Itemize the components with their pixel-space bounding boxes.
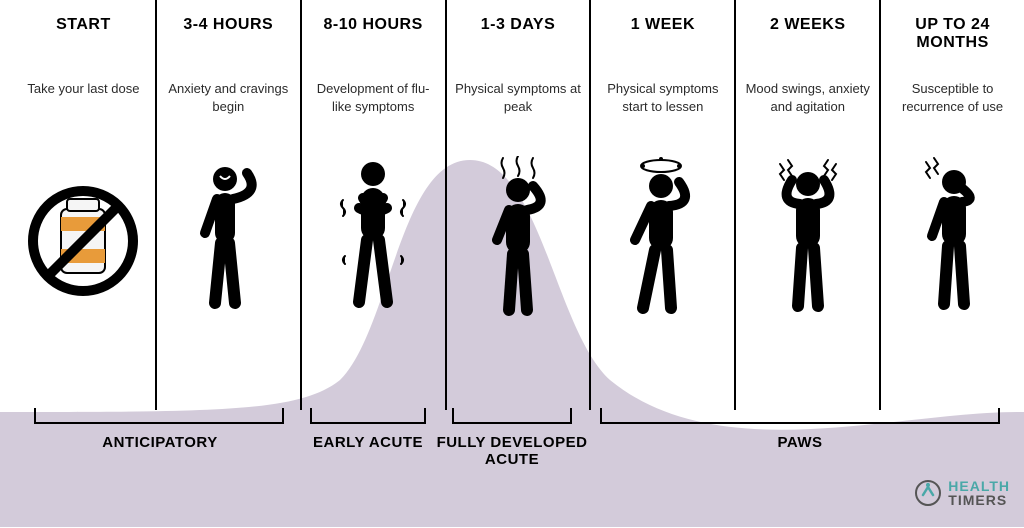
col-desc: Mood swings, anxiety and agitation	[744, 80, 871, 136]
col-desc: Anxiety and cravings begin	[165, 80, 292, 136]
col-start: START Take your last dose	[0, 0, 155, 410]
timeline-columns: START Take your last dose 3-4 HOURS Anxi…	[0, 0, 1024, 410]
bracket-early-acute	[310, 408, 426, 424]
shoulder-pain-person-icon	[908, 156, 998, 326]
col-title: 1 WEEK	[631, 16, 695, 58]
col-2-weeks: 2 WEEKS Mood swings, anxiety and agitati…	[734, 0, 879, 410]
col-desc: Susceptible to recurrence of use	[889, 80, 1016, 136]
logo-icon	[914, 479, 942, 507]
phase-label: PAWS	[730, 434, 870, 451]
fever-person-icon	[473, 156, 563, 326]
chills-person-icon	[323, 156, 423, 326]
phase-brackets: ANTICIPATORY EARLY ACUTE FULLY DEVELOPED…	[0, 408, 1024, 528]
phase-label: FULLY DEVELOPED ACUTE	[432, 434, 592, 468]
phase-label: EARLY ACUTE	[310, 434, 426, 451]
bracket-fully-developed	[452, 408, 572, 424]
worried-person-icon	[183, 156, 273, 326]
headache-person-icon	[758, 156, 858, 326]
col-8-10-hours: 8-10 HOURS Development of flu-like sympt…	[300, 0, 445, 410]
logo-text: HEALTH TIMERS	[948, 479, 1010, 507]
col-desc: Physical symptoms start to lessen	[599, 80, 726, 136]
col-title: 2 WEEKS	[770, 16, 846, 58]
col-1-week: 1 WEEK Physical symptoms start to lessen	[589, 0, 734, 410]
col-title: 1-3 DAYS	[481, 16, 556, 58]
col-title: 3-4 HOURS	[183, 16, 273, 58]
col-title: 8-10 HOURS	[324, 16, 423, 58]
bracket-anticipatory	[34, 408, 284, 424]
bracket-paws	[600, 408, 1000, 424]
dizzy-person-icon	[613, 156, 713, 326]
col-title: UP TO 24 MONTHS	[889, 16, 1016, 58]
col-desc: Physical symptoms at peak	[455, 80, 582, 136]
logo-line2: TIMERS	[948, 493, 1010, 507]
col-24-months: UP TO 24 MONTHS Susceptible to recurrenc…	[879, 0, 1024, 410]
col-desc: Take your last dose	[27, 80, 139, 136]
phase-label: ANTICIPATORY	[60, 434, 260, 451]
logo: HEALTH TIMERS	[914, 479, 1010, 507]
col-1-3-days: 1-3 DAYS Physical symptoms at peak	[445, 0, 590, 410]
logo-line1: HEALTH	[948, 479, 1010, 493]
col-3-4-hours: 3-4 HOURS Anxiety and cravings begin	[155, 0, 300, 410]
no-pill-icon	[23, 156, 143, 326]
col-desc: Development of flu-like symptoms	[310, 80, 437, 136]
col-title: START	[56, 16, 111, 58]
